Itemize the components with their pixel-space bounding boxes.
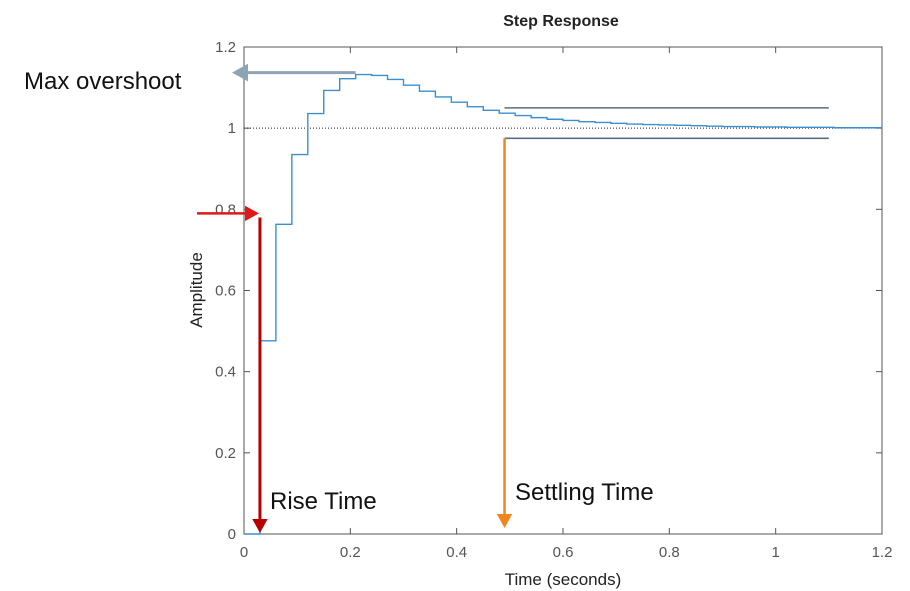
rise-time-arrow [252,217,268,533]
max-overshoot-arrow-head [232,63,248,82]
y-tick-label: 0.8 [215,201,236,218]
settling-time-arrow-head [496,514,513,528]
axis-ticks: 0 0.2 0.4 0.6 0.8 1 1.2 0 0.2 0.4 0.6 0.8 1 1.2 [215,39,892,561]
x-axis-label: Time (seconds) [505,570,622,589]
max-overshoot-label: Max overshoot [24,68,182,95]
rise-time-pointer-arrow [197,205,259,222]
x-tick-label: 0 [240,544,248,561]
y-tick-label: 0.6 [215,283,236,300]
y-tick-label: 0 [228,526,236,543]
chart-title: Step Response [503,13,619,30]
settling-time-arrow [496,138,513,528]
annotation-arrows [197,63,513,533]
x-tick-label: 0.4 [446,544,467,561]
y-tick-label: 1 [228,120,236,137]
x-tick-label: 1.2 [872,544,893,561]
max-overshoot-arrow [232,63,356,82]
settling-time-label: Settling Time [515,479,654,506]
x-tick-label: 0.8 [659,544,680,561]
rise-time-label: Rise Time [270,488,377,515]
series-line-step-response [244,73,882,535]
y-axis-label: Amplitude [187,252,206,328]
y-tick-label: 0.4 [215,364,236,381]
x-tick-label: 1 [771,544,779,561]
rise-time-pointer-arrow-head [245,205,259,222]
x-tick-label: 0.6 [553,544,574,561]
rise-time-arrow-head [252,519,268,533]
y-tick-label: 1.2 [215,39,236,56]
y-tick-label: 0.2 [215,445,236,462]
x-tick-label: 0.2 [340,544,361,561]
